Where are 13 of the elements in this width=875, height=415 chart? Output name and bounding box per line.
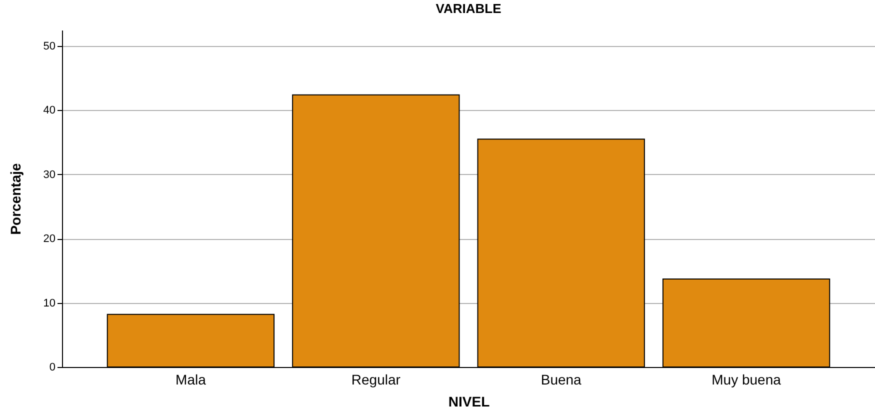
x-tick-label: Mala: [176, 372, 206, 388]
y-tick-label: 10: [43, 297, 56, 310]
x-axis-title: NIVEL: [448, 394, 490, 410]
x-tick-label: Muy buena: [712, 372, 782, 388]
y-tick-label: 20: [43, 233, 56, 246]
y-axis-title: Porcentaje: [7, 162, 24, 235]
x-tick-label: Buena: [540, 372, 582, 388]
y-tick-label: 0: [49, 362, 56, 374]
y-tick-label: 30: [43, 168, 56, 181]
chart-title: VARIABLE: [436, 1, 502, 16]
x-tick-label: Regular: [351, 372, 401, 388]
y-tick-label: 40: [43, 104, 56, 117]
y-tick-label: 50: [43, 40, 56, 53]
